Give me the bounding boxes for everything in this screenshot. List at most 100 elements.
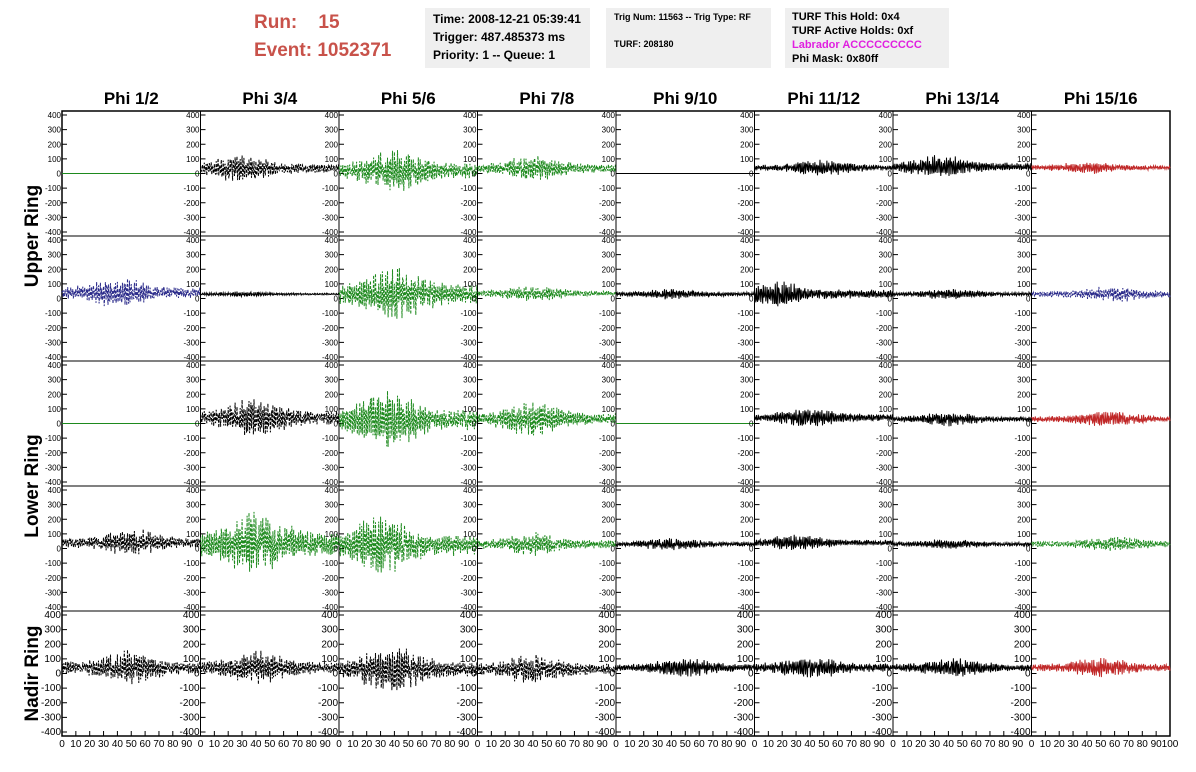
y-tick-label: 200 [463,265,477,274]
x-tick-label: 0 [752,739,758,750]
y-tick-label: -300 [1014,213,1031,222]
x-tick-label: 30 [1067,739,1079,750]
waveform-trace [1031,536,1171,552]
y-tick-label: 200 [740,265,754,274]
y-tick-label: 0 [611,545,616,554]
x-tick-label: 50 [541,739,553,750]
x-tick-label: 20 [638,739,650,750]
waveform-trace [1031,411,1171,426]
y-tick-label: 0 [886,669,892,680]
panel-r1-c8: -400 -300 -200 -100 0 100 200 300 400 [1014,110,1171,237]
y-tick-label: -300 [45,213,62,222]
y-tick-label: -200 [322,199,339,208]
y-tick-label: 300 [463,501,477,510]
y-tick-label: 100 [186,280,200,289]
x-tick-label: 50 [264,739,276,750]
y-tick-label: -300 [322,338,339,347]
y-tick-label: 0 [334,420,339,429]
y-tick-label: 300 [48,376,62,385]
panel-r5-c6: -400 -300 -200 -100 0 100 200 300 400 0 10 20 30 40 50… [733,610,894,750]
y-tick-label: 100 [1017,405,1031,414]
y-tick-label: -300 [183,213,200,222]
y-tick-label: 400 [1017,236,1031,245]
y-tick-label: -300 [41,712,61,723]
panel-r4-c6: -400 -300 -200 -100 0 100 200 300 400 [737,485,894,612]
x-tick-label: 50 [957,739,969,750]
x-tick-label: 0 [475,739,481,750]
y-tick-label: 200 [598,639,615,650]
x-tick-label: 20 [1054,739,1066,750]
y-tick-label: 300 [602,376,616,385]
y-tick-label: 200 [602,390,616,399]
y-tick-label: 200 [737,639,754,650]
y-tick-label: 300 [740,376,754,385]
x-tick-label: 30 [790,739,802,750]
y-tick-label: -200 [1010,698,1030,709]
y-tick-label: 100 [48,405,62,414]
y-tick-label: 100 [1017,155,1031,164]
x-tick-label: 40 [527,739,539,750]
y-tick-label: -300 [460,463,477,472]
y-tick-label: -100 [322,559,339,568]
y-tick-label: -400 [322,228,339,237]
y-tick-label: 300 [48,126,62,135]
y-tick-label: -200 [183,199,200,208]
y-tick-label: 0 [195,545,200,554]
x-tick-label: 0 [59,739,65,750]
y-tick-label: 0 [749,295,754,304]
y-tick-label: 0 [332,669,338,680]
y-tick-label: -200 [179,698,199,709]
y-tick-label: 100 [1014,654,1031,665]
waveform-trace [754,281,894,307]
waveform-trace [338,516,478,573]
y-tick-label: 200 [48,140,62,149]
y-tick-label: -200 [1014,199,1031,208]
x-tick-label: 10 [209,739,221,750]
y-tick-label: 200 [740,140,754,149]
y-tick-label: 100 [321,654,338,665]
y-tick-label: 300 [875,625,892,636]
y-tick-label: -100 [737,309,754,318]
y-tick-label: 200 [740,515,754,524]
panel-r3-c4: -400 -300 -200 -100 0 100 200 300 400 [460,360,617,487]
panel-r5-c3: -400 -300 -200 -100 0 100 200 300 400 0 10 20 30 40 50… [318,610,478,750]
y-tick-label: -400 [45,228,62,237]
y-tick-label: 400 [740,486,754,495]
y-tick-label: -200 [872,698,892,709]
panel-border [477,110,617,237]
y-tick-label: 400 [602,486,616,495]
y-tick-label: -400 [876,603,893,612]
waveform-trace [338,268,478,319]
x-tick-label: 10 [70,739,82,750]
y-tick-label: -100 [1014,184,1031,193]
x-tick-label: 30 [375,739,387,750]
panel-r3-c7: -400 -300 -200 -100 0 100 200 300 400 [876,360,1032,487]
y-tick-label: 400 [48,486,62,495]
y-tick-label: -200 [876,199,893,208]
y-tick-label: 0 [888,170,893,179]
y-tick-label: 400 [186,111,200,120]
y-tick-label: -300 [737,338,754,347]
y-tick-label: 300 [598,625,615,636]
y-tick-label: 200 [879,515,893,524]
y-tick-label: -400 [45,353,62,362]
y-tick-label: -400 [737,478,754,487]
ring-label-3: Nadir Ring [22,625,43,721]
panel-r3-c6: -400 -300 -200 -100 0 100 200 300 400 [737,360,894,487]
y-tick-label: -200 [456,698,476,709]
y-tick-label: -200 [1014,449,1031,458]
turf-info-box: TURF This Hold: 0x4 TURF Active Holds: 0… [785,8,949,68]
panel-r5-c5: -400 -300 -200 -100 0 100 200 300 400 0 10 20 30 40 50… [595,610,755,750]
y-tick-label: 400 [325,236,339,245]
panel-r5-c1: -400 -300 -200 -100 0 100 200 300 400 0 10 20 30 40 50… [41,610,201,750]
x-tick-label: 60 [971,739,983,750]
y-tick-label: -400 [183,228,200,237]
y-tick-label: 400 [463,486,477,495]
column-title-6: Phi 11/12 [787,89,860,108]
y-tick-label: -400 [45,603,62,612]
panel-border [754,360,894,487]
y-tick-label: -400 [599,353,616,362]
x-tick-label: 100 [1162,739,1179,750]
y-tick-label: -200 [876,449,893,458]
y-tick-label: -200 [41,698,61,709]
